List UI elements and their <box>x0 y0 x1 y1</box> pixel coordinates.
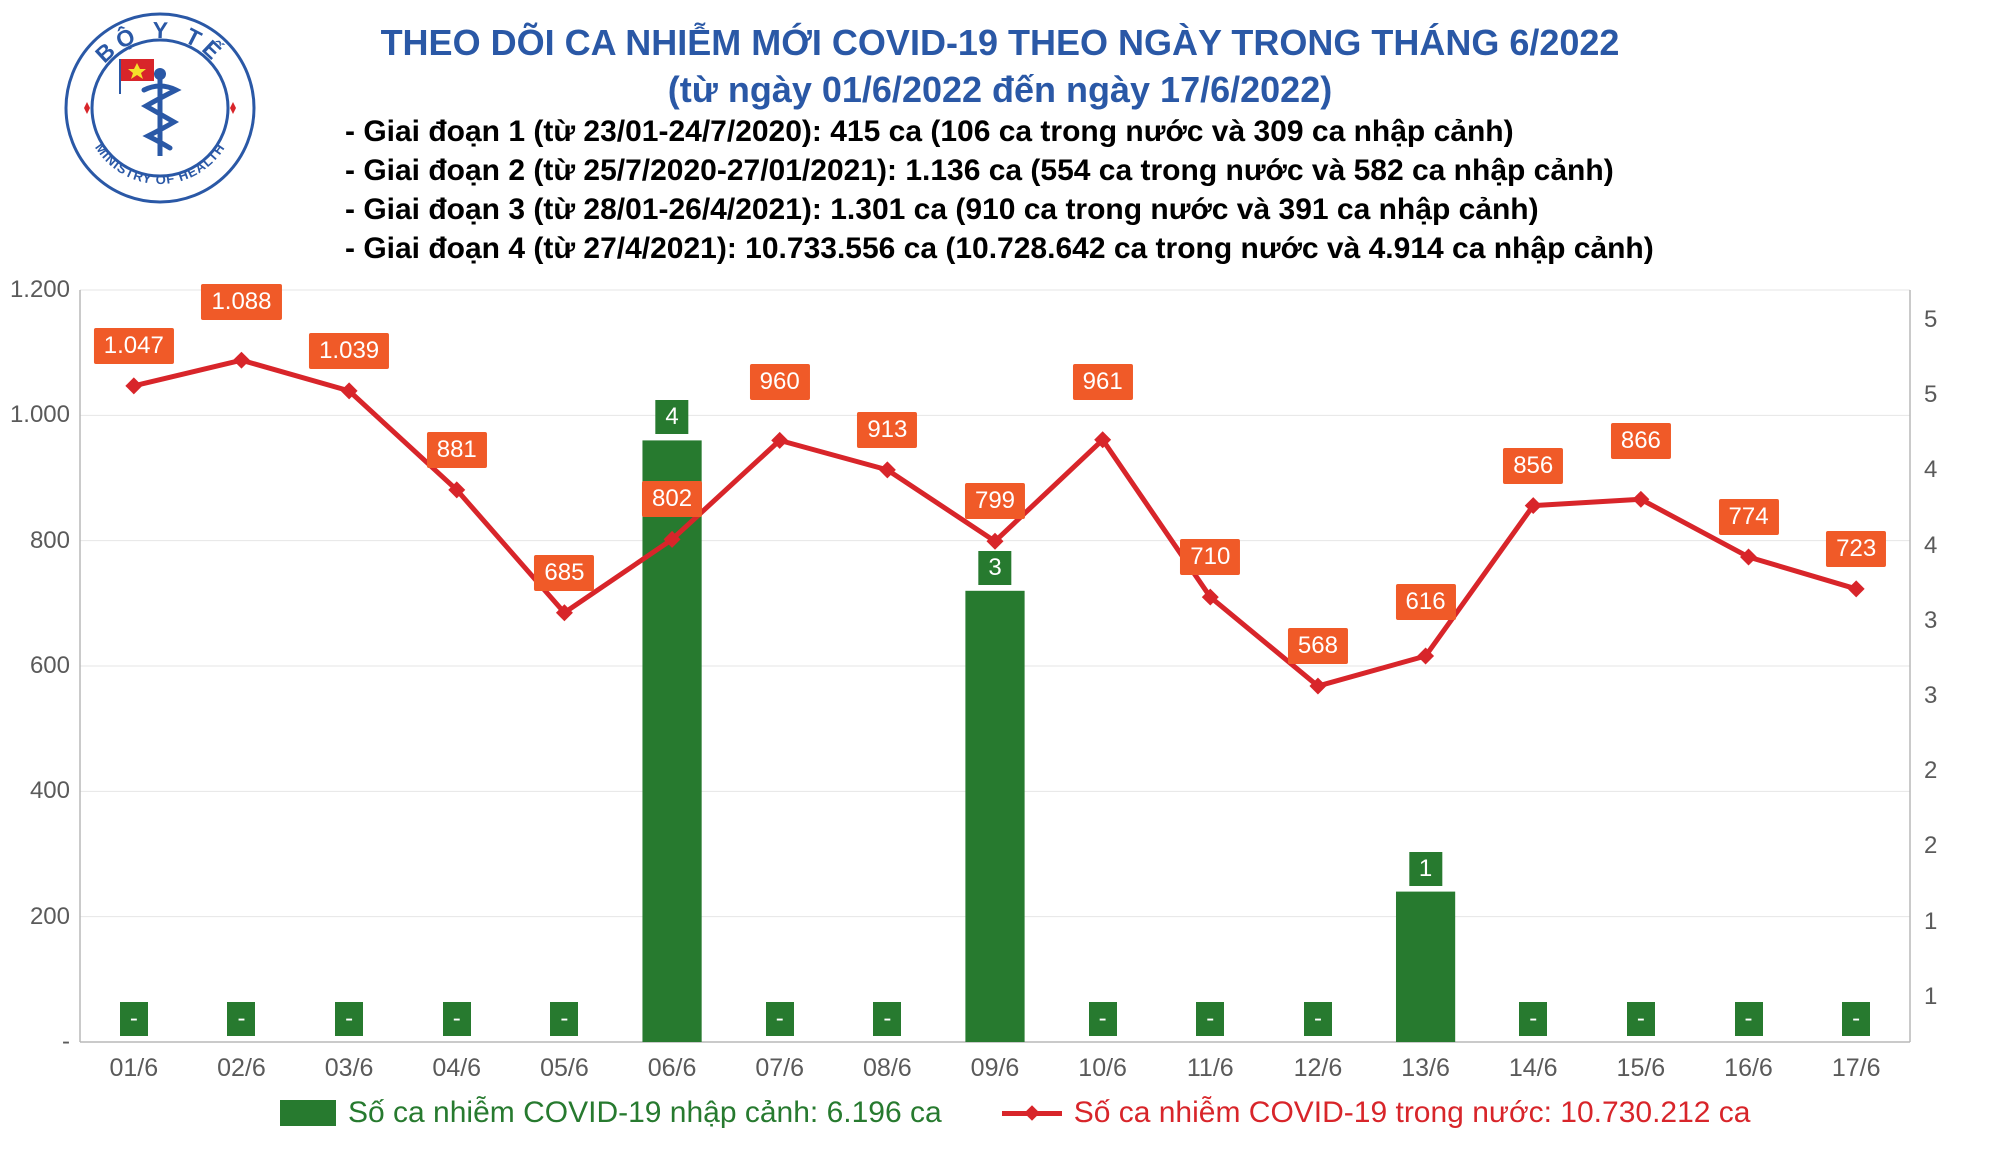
y-axis-right-tick: 5 <box>1924 381 1937 409</box>
phase-descriptions: - Giai đoạn 1 (từ 23/01-24/7/2020): 415 … <box>345 112 1945 268</box>
line-value-label: 799 <box>965 483 1025 519</box>
line-value-label: 710 <box>1180 539 1240 575</box>
bar-value-label: - <box>1735 1002 1763 1036</box>
bar-value-label: - <box>550 1002 578 1036</box>
chart-legend: Số ca nhiễm COVID-19 nhập cảnh: 6.196 ca… <box>280 1096 1750 1130</box>
y-axis-right-tick: 1 <box>1924 983 1937 1011</box>
x-axis-tick: 01/6 <box>109 1054 158 1083</box>
line-value-label: 774 <box>1718 499 1778 535</box>
line-value-label: 881 <box>427 432 487 468</box>
bar-value-label: - <box>1519 1002 1547 1036</box>
x-axis-tick: 14/6 <box>1509 1054 1558 1083</box>
phase-4: - Giai đoạn 4 (từ 27/4/2021): 10.733.556… <box>345 229 1945 268</box>
y-axis-left-tick: - <box>0 1028 70 1056</box>
phase-3: - Giai đoạn 3 (từ 28/01-26/4/2021): 1.30… <box>345 190 1945 229</box>
bar-value-label: - <box>766 1002 794 1036</box>
bar-value-label: - <box>1089 1002 1117 1036</box>
y-axis-right-tick: 3 <box>1924 682 1937 710</box>
legend-bar-label: Số ca nhiễm COVID-19 nhập cảnh: 6.196 ca <box>348 1096 942 1130</box>
bar-value-label: - <box>1627 1002 1655 1036</box>
x-axis-tick: 13/6 <box>1401 1054 1450 1083</box>
bar-value-label: - <box>1842 1002 1870 1036</box>
phase-2: - Giai đoạn 2 (từ 25/7/2020-27/01/2021):… <box>345 151 1945 190</box>
title-line-1: THEO DÕI CA NHIỄM MỚI COVID-19 THEO NGÀY… <box>0 20 2000 67</box>
bar-value-label: - <box>227 1002 255 1036</box>
line-value-label: 616 <box>1396 584 1456 620</box>
x-axis-tick: 03/6 <box>325 1054 374 1083</box>
x-axis-tick: 15/6 <box>1617 1054 1666 1083</box>
y-axis-left-tick: 600 <box>0 652 70 680</box>
line-value-label: 866 <box>1611 423 1671 459</box>
x-axis-tick: 16/6 <box>1724 1054 1773 1083</box>
x-axis-tick: 08/6 <box>863 1054 912 1083</box>
bar-value-label: 3 <box>978 551 1011 585</box>
x-axis-tick: 17/6 <box>1832 1054 1881 1083</box>
line-value-label: 1.039 <box>309 333 389 369</box>
y-axis-right-tick: 2 <box>1924 757 1937 785</box>
line-value-label: 856 <box>1503 448 1563 484</box>
y-axis-right-tick: 1 <box>1924 908 1937 936</box>
line-value-label: 802 <box>642 481 702 517</box>
line-value-label: 913 <box>857 412 917 448</box>
y-axis-left-tick: 400 <box>0 777 70 805</box>
legend-line-swatch <box>1002 1111 1062 1116</box>
legend-line-label: Số ca nhiễm COVID-19 trong nước: 10.730.… <box>1074 1096 1751 1130</box>
x-axis-tick: 07/6 <box>755 1054 804 1083</box>
legend-bar-swatch <box>280 1100 336 1126</box>
x-axis-tick: 05/6 <box>540 1054 589 1083</box>
chart-title: THEO DÕI CA NHIỄM MỚI COVID-19 THEO NGÀY… <box>0 20 2000 114</box>
bar-value-label: - <box>873 1002 901 1036</box>
y-axis-left-tick: 200 <box>0 903 70 931</box>
y-axis-left-tick: 800 <box>0 527 70 555</box>
bar-value-label: - <box>335 1002 363 1036</box>
x-axis-tick: 09/6 <box>971 1054 1020 1083</box>
line-value-label: 1.088 <box>201 284 281 320</box>
bar-value-label: - <box>1196 1002 1224 1036</box>
x-axis-tick: 02/6 <box>217 1054 266 1083</box>
y-axis-right-tick: 2 <box>1924 832 1937 860</box>
line-value-label: 961 <box>1073 364 1133 400</box>
y-axis-right-tick: 4 <box>1924 456 1937 484</box>
title-line-2: (từ ngày 01/6/2022 đến ngày 17/6/2022) <box>0 67 2000 114</box>
y-axis-left-tick: 1.000 <box>0 401 70 429</box>
bar-value-label: 1 <box>1409 852 1442 886</box>
line-value-label: 723 <box>1826 531 1886 567</box>
line-value-label: 685 <box>534 555 594 591</box>
y-axis-right-tick: 4 <box>1924 532 1937 560</box>
bar-value-label: - <box>443 1002 471 1036</box>
bar-value-label: 4 <box>655 400 688 434</box>
line-value-label: 1.047 <box>94 328 174 364</box>
x-axis-tick: 11/6 <box>1187 1054 1234 1083</box>
bar-value-label: - <box>120 1002 148 1036</box>
line-value-label: 568 <box>1288 628 1348 664</box>
x-axis-tick: 10/6 <box>1078 1054 1127 1083</box>
line-value-label: 960 <box>750 364 810 400</box>
y-axis-right-tick: 5 <box>1924 306 1937 334</box>
y-axis-left-tick: 1.200 <box>0 276 70 304</box>
bar-value-label: - <box>1304 1002 1332 1036</box>
x-axis-tick: 04/6 <box>432 1054 481 1083</box>
chart-plot-area: -2004006008001.0001.200112233445501/602/… <box>80 290 1910 1042</box>
x-axis-tick: 06/6 <box>648 1054 697 1083</box>
phase-1: - Giai đoạn 1 (từ 23/01-24/7/2020): 415 … <box>345 112 1945 151</box>
x-axis-tick: 12/6 <box>1294 1054 1343 1083</box>
y-axis-right-tick: 3 <box>1924 607 1937 635</box>
legend-line: Số ca nhiễm COVID-19 trong nước: 10.730.… <box>1002 1096 1751 1130</box>
legend-bar: Số ca nhiễm COVID-19 nhập cảnh: 6.196 ca <box>280 1096 942 1130</box>
